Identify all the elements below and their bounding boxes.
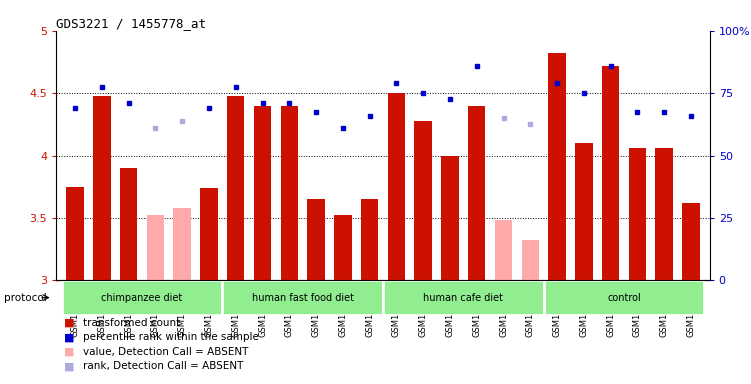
Bar [173,208,191,280]
Text: ■: ■ [64,332,74,342]
Bar [66,187,84,280]
Text: ■: ■ [64,361,74,371]
Bar [361,199,379,280]
Bar [281,106,298,280]
Bar [222,280,383,315]
Bar [146,215,164,280]
Bar [548,53,566,280]
Bar [93,96,110,280]
Bar [334,215,351,280]
Bar [415,121,432,280]
Text: rank, Detection Call = ABSENT: rank, Detection Call = ABSENT [83,361,243,371]
Bar [468,106,485,280]
Bar [495,220,512,280]
Text: control: control [607,293,641,303]
Bar [522,240,539,280]
Text: ■: ■ [64,318,74,328]
Bar [383,280,544,315]
Bar [227,96,244,280]
Bar [307,199,324,280]
Bar [120,168,137,280]
Text: transformed count: transformed count [83,318,179,328]
Text: value, Detection Call = ABSENT: value, Detection Call = ABSENT [83,347,248,357]
Text: ■: ■ [64,347,74,357]
Bar [575,143,593,280]
Bar [629,148,646,280]
Text: human cafe diet: human cafe diet [424,293,503,303]
Bar [544,280,704,315]
Bar [254,106,271,280]
Bar [682,203,700,280]
Bar [656,148,673,280]
Bar [388,93,405,280]
Text: chimpanzee diet: chimpanzee diet [101,293,182,303]
Text: GDS3221 / 1455778_at: GDS3221 / 1455778_at [56,17,207,30]
Text: human fast food diet: human fast food diet [252,293,354,303]
Bar [62,280,222,315]
Bar [442,156,459,280]
Text: protocol: protocol [4,293,47,303]
Text: percentile rank within the sample: percentile rank within the sample [83,332,258,342]
Bar [201,188,218,280]
Bar [602,66,620,280]
